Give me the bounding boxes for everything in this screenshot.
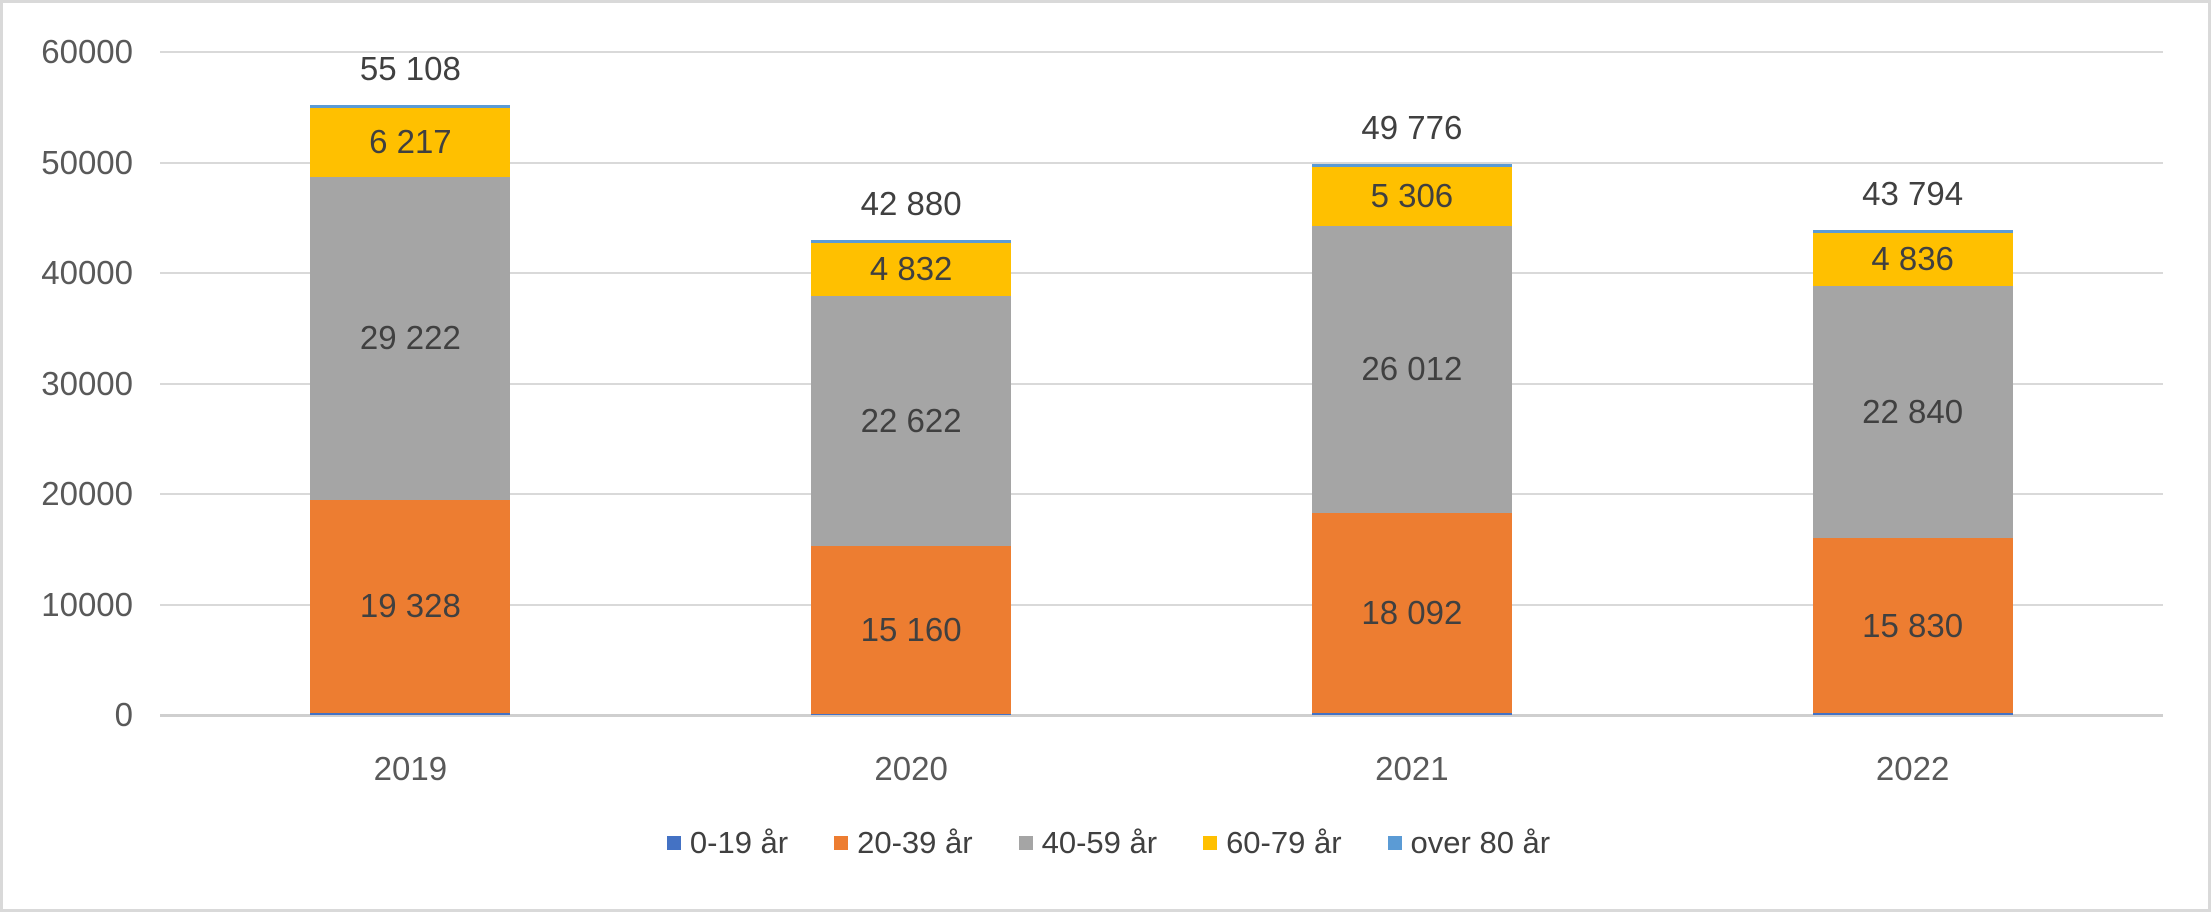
y-tick-label: 20000 — [41, 475, 133, 512]
bar-segment-2020-60-79-år — [811, 242, 1012, 297]
x-tick-label: 2020 — [874, 750, 948, 787]
segment-label: 4 836 — [1871, 240, 1954, 278]
bar-segment-2019-over-80-år — [310, 105, 511, 108]
bar-segment-2022-60-79-år — [1812, 232, 2013, 287]
legend: 0-19 år 20-39 år 40-59 år 60-79 år over 80 å… — [3, 821, 2211, 865]
segment-label: 5 306 — [1370, 177, 1454, 215]
x-axis-line — [160, 714, 2163, 717]
segment-label: 18 092 — [1361, 594, 1463, 632]
bar-segment-2019-60-79-år — [310, 107, 511, 177]
legend-swatch-0-19-år-icon — [666, 836, 681, 850]
bar-segment-2021-40-59-år — [1311, 225, 1512, 514]
bar-segment-2021-0-19-år — [1311, 712, 1512, 715]
bar-segment-2021-over-80-år — [1311, 164, 1512, 167]
y-tick-label: 0 — [114, 696, 133, 733]
bar-segment-2022-40-59-år — [1812, 286, 2013, 539]
segment-label: 15 830 — [1862, 606, 1964, 644]
total-label: 49 776 — [1361, 108, 1463, 146]
bar-segment-2021-20-39-år — [1311, 513, 1512, 713]
bar-segment-2019-20-39-år — [310, 499, 511, 714]
y-tick-label: 40000 — [41, 254, 133, 291]
y-tick-label: 30000 — [41, 364, 133, 402]
segment-label: 15 160 — [860, 610, 962, 648]
legend-item-60-79-år: 60-79 år — [1203, 825, 1342, 861]
segment-label: 19 328 — [359, 587, 461, 625]
x-tick-label: 2019 — [373, 750, 448, 787]
segment-label: 6 217 — [369, 123, 452, 161]
legend-swatch-60-79-år-icon — [1203, 836, 1218, 850]
legend-swatch-20-39-år-icon — [834, 836, 849, 850]
bar-segment-2020-20-39-år — [811, 546, 1012, 714]
y-tick-label: 60000 — [41, 33, 133, 70]
bar-segment-2020-over-80-år — [811, 240, 1012, 243]
bar-segment-2022-20-39-år — [1812, 538, 2013, 714]
x-tick-label: 2022 — [1875, 750, 1950, 787]
legend-item-20-39-år: 20-39 år — [834, 825, 973, 861]
bar-segment-2019-40-59-år — [310, 176, 511, 500]
gridline — [160, 603, 2163, 606]
bar-segment-2020-0-19-år — [811, 712, 1012, 715]
legend-label: over 80 år — [1410, 825, 1551, 860]
segment-label: 26 012 — [1361, 350, 1463, 388]
x-tick-label: 2021 — [1375, 750, 1449, 787]
legend-label: 60-79 år — [1226, 825, 1342, 860]
gridline — [160, 161, 2163, 164]
gridline — [160, 493, 2163, 495]
segment-label: 22 622 — [860, 402, 962, 440]
legend-item-0-19-år: 0-19 år — [666, 825, 789, 861]
bar-segment-2022-over-80-år — [1812, 230, 2013, 233]
y-tick-label: 50000 — [41, 143, 133, 181]
bar-segment-2019-0-19-år — [310, 712, 511, 715]
bar-segment-2021-60-79-år — [1311, 166, 1512, 226]
legend-label: 40-59 år — [1041, 825, 1158, 860]
gridline — [160, 51, 2163, 53]
legend-swatch-40-59-år-icon — [1018, 836, 1033, 850]
legend-label: 20-39 år — [857, 825, 973, 860]
total-label: 55 108 — [359, 50, 461, 88]
bar-segment-2020-40-59-år — [811, 296, 1012, 546]
legend-label: 0-19 år — [689, 825, 789, 860]
gridline — [160, 272, 2163, 274]
y-tick-label: 10000 — [41, 585, 133, 623]
segment-label: 22 840 — [1862, 393, 1964, 431]
legend-item-40-59-år: 40-59 år — [1018, 825, 1158, 861]
total-label: 42 880 — [860, 185, 962, 223]
bar-segment-2022-0-19-år — [1812, 712, 2013, 715]
gridline — [160, 382, 2163, 385]
plot-area: 0 10000 20000 30000 40000 50000 60000 19 328 29 … — [3, 3, 2211, 915]
legend-swatch-over-80-år-icon — [1387, 836, 1402, 850]
total-label: 43 794 — [1862, 175, 1964, 213]
segment-label: 29 222 — [359, 319, 461, 357]
segment-label: 4 832 — [869, 250, 953, 288]
legend-item-over-80-år: over 80 år — [1387, 825, 1551, 861]
